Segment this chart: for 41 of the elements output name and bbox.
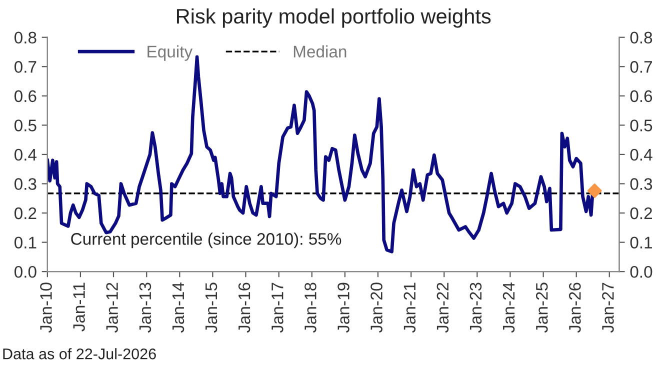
y-tick-label: 0.5	[14, 120, 36, 132]
x-tick-label: Jan-16	[238, 282, 250, 333]
x-tick-label: Jan-14	[172, 282, 184, 333]
x-tick-label: Jan-20	[370, 282, 382, 333]
y2-tick-label: 0.3	[630, 178, 652, 190]
annotation: Current percentile (since 2010): 55%	[71, 232, 342, 248]
x-tick-label: Jan-18	[304, 282, 316, 333]
chart-title: Risk parity model portfolio weights	[177, 8, 491, 28]
y2-tick-label: 0.5	[630, 120, 652, 132]
y-tick-label: 0.1	[14, 236, 36, 248]
y-tick-label: 0.2	[14, 207, 36, 220]
x-tick-label: Jan-12	[106, 282, 118, 333]
x-tick-label: Jan-22	[436, 282, 449, 333]
y-tick-label: 0.8	[14, 32, 36, 44]
y2-tick-label: 0.6	[630, 90, 652, 102]
x-tick-label: Jan-13	[139, 282, 152, 333]
y-tick-label: 0.3	[14, 178, 36, 190]
x-tick-label: Jan-15	[206, 282, 218, 333]
y-tick-label: 0.7	[14, 61, 36, 73]
x-tick-label: Jan-21	[404, 282, 416, 333]
x-tick-label: Jan-10	[40, 282, 52, 333]
x-tick-label: Jan-19	[338, 282, 350, 333]
y-tick-label: 0.6	[14, 90, 36, 102]
legend-label: Median	[294, 45, 346, 58]
y-tick-label: 0.0	[14, 266, 36, 278]
y-tick-label: 0.4	[14, 148, 37, 161]
x-tick-label: Jan-11	[73, 282, 85, 332]
x-tick-label: Jan-23	[470, 282, 482, 333]
x-tick-label: Jan-17	[272, 282, 284, 333]
x-tick-label: Jan-25	[536, 282, 548, 333]
y2-tick-label: 0.8	[630, 32, 652, 44]
legend-label: Equity	[148, 45, 193, 61]
y2-tick-label: 0.7	[630, 61, 652, 73]
y2-tick-label: 0.0	[630, 266, 652, 278]
x-tick-label: Jan-24	[502, 282, 515, 333]
x-tick-label: Jan-26	[569, 282, 581, 333]
y2-tick-label: 0.4	[630, 148, 652, 161]
y2-tick-label: 0.1	[630, 236, 652, 248]
text: Data as of 22-Jul-2026	[3, 348, 156, 360]
y2-tick-label: 0.2	[630, 207, 652, 220]
x-tick-label: Jan-27	[602, 282, 614, 333]
